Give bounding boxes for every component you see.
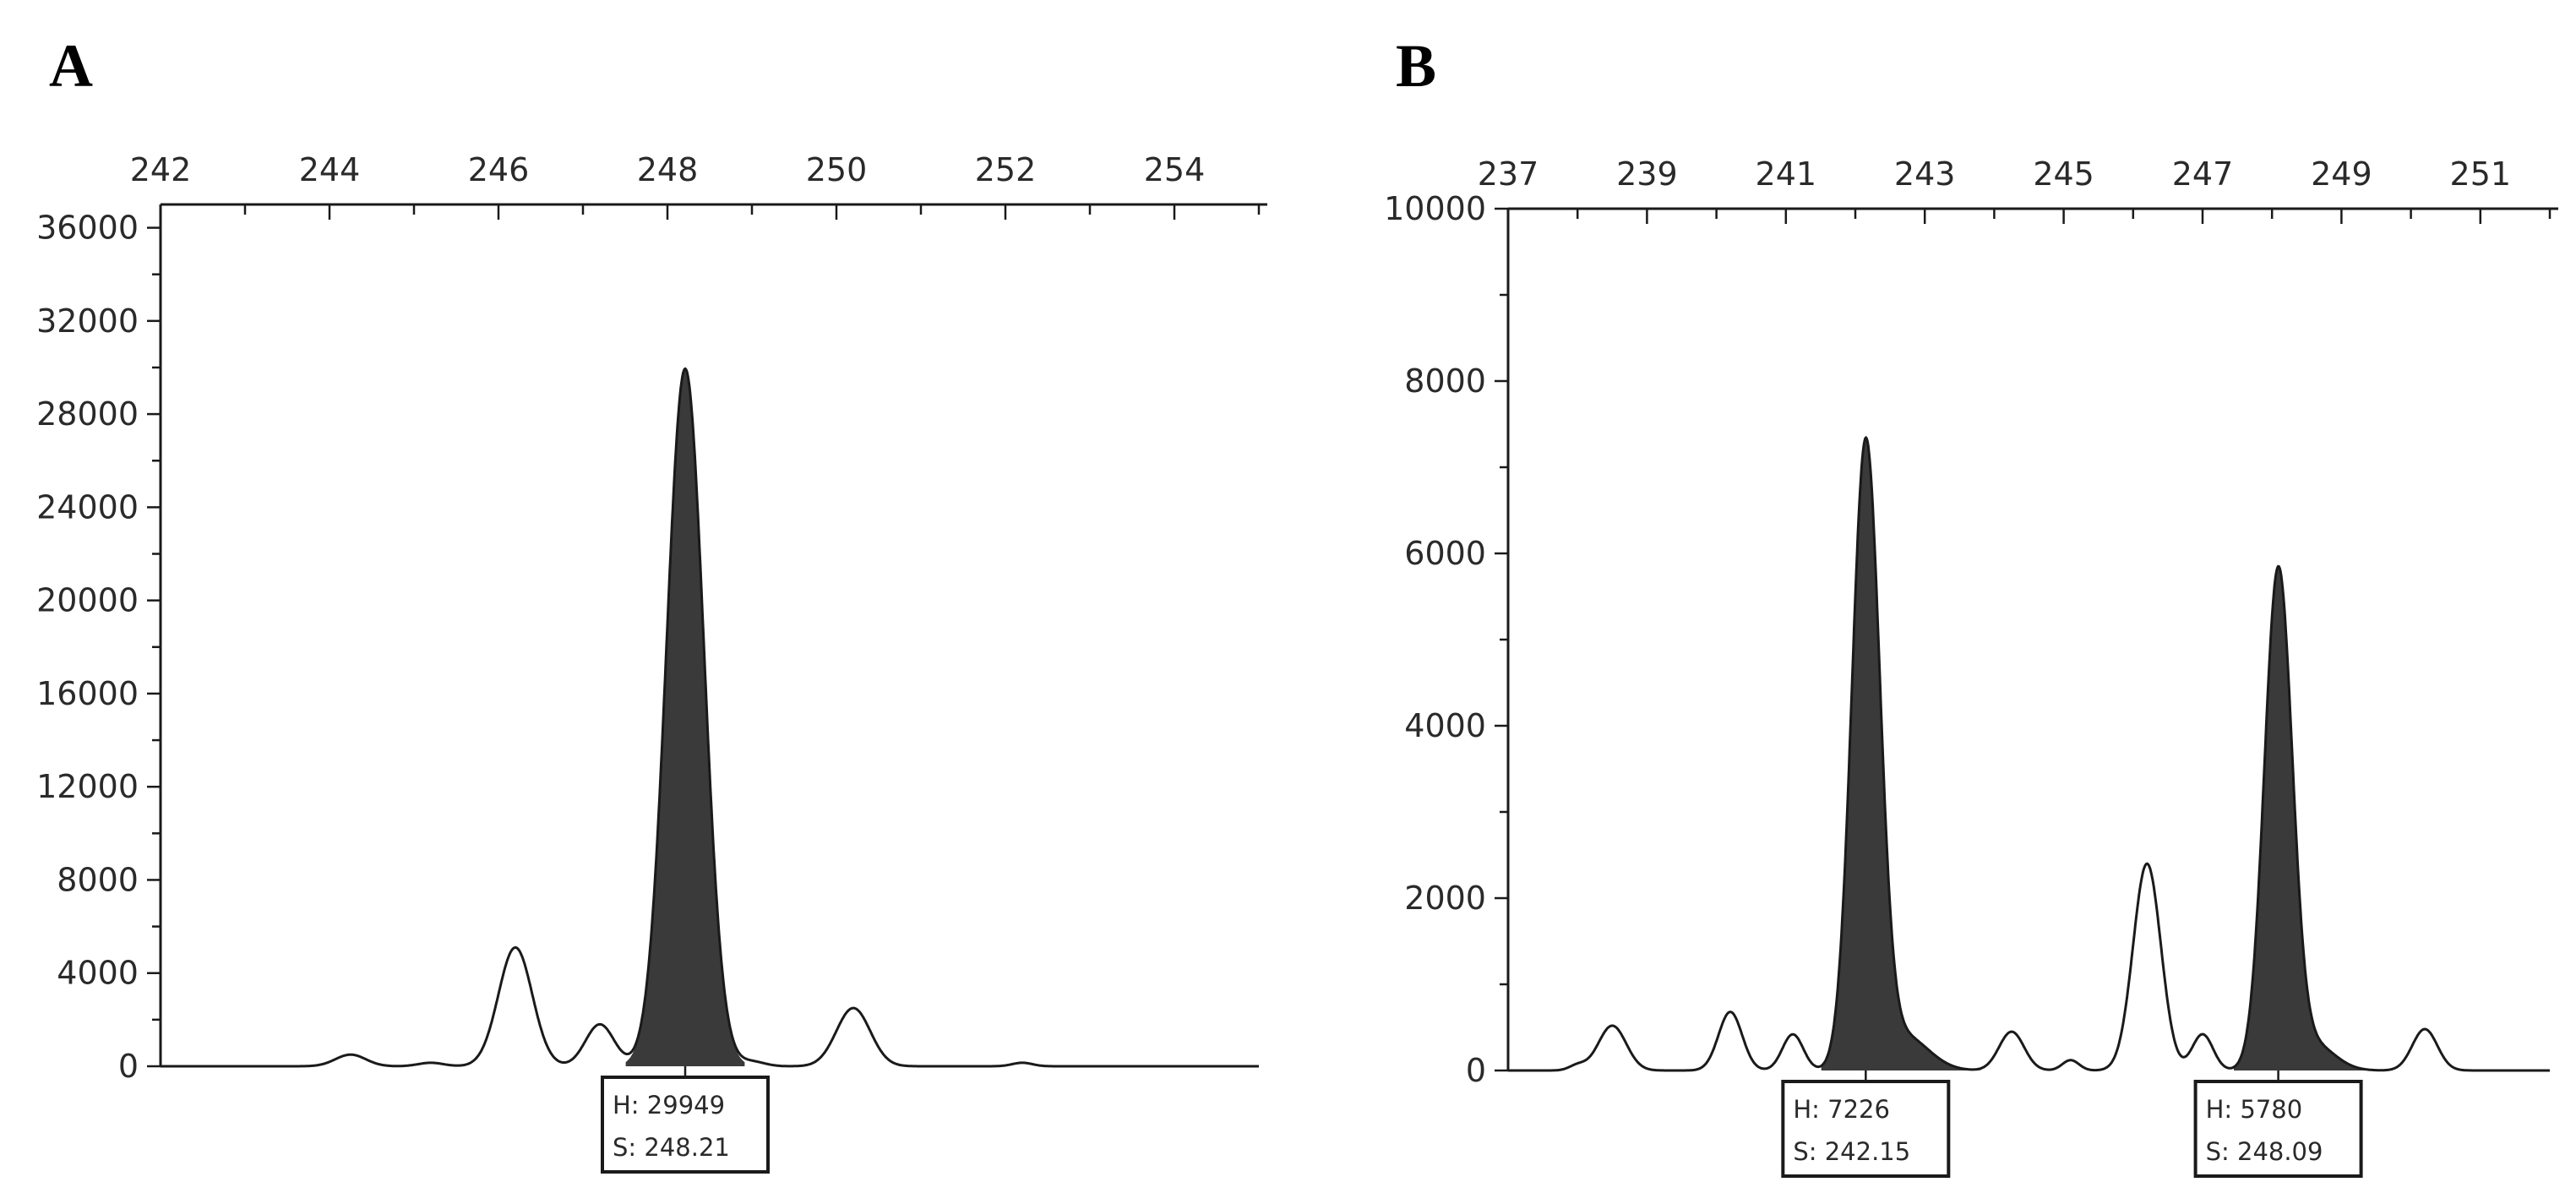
peak-annotation: H: 5780 S: 248.09 xyxy=(2193,1070,2363,1178)
annotation-box xyxy=(1781,1080,1951,1178)
x-tick-label: 249 xyxy=(2311,155,2372,193)
panel-b: 237 239 241 243 245 247 249 251 0 2000 4000 6000 800… xyxy=(1384,155,2558,1178)
peak-annotation: H: 29949 S: 248.21 xyxy=(601,1066,770,1174)
y-tick-label: 36000 xyxy=(36,210,139,247)
panel-a: 242 244 246 248 250 252 254 0 4000 8000 12000 16000… xyxy=(36,151,1267,1174)
x-tick-label: 254 xyxy=(1144,151,1206,188)
x-tick-label: 241 xyxy=(1756,155,1817,193)
y-tick-label: 12000 xyxy=(36,768,139,805)
filled-peak xyxy=(1826,438,1982,1070)
peak-annotation: H: 7226 S: 242.15 xyxy=(1781,1070,1951,1178)
y-tick-label: 4000 xyxy=(57,955,139,992)
annotation-height: H: 5780 xyxy=(2206,1095,2303,1124)
y-tick-label: 24000 xyxy=(36,488,139,526)
x-tick-label: 239 xyxy=(1616,155,1678,193)
x-tick-label: 252 xyxy=(975,151,1037,188)
x-tick-label: 244 xyxy=(299,151,361,188)
annotation-size: S: 248.21 xyxy=(613,1133,730,1162)
annotation-height: H: 7226 xyxy=(1793,1095,1890,1124)
y-tick-label: 20000 xyxy=(36,582,139,619)
y-tick-label: 2000 xyxy=(1404,880,1486,917)
y-tick-label: 8000 xyxy=(57,861,139,898)
x-tick-label: 237 xyxy=(1478,155,1539,193)
y-tick-label: 0 xyxy=(118,1048,139,1085)
annotation-size: S: 248.09 xyxy=(2206,1137,2323,1166)
trace-line xyxy=(1508,435,2550,1072)
annotation-box xyxy=(2193,1080,2363,1178)
x-tick-label: 242 xyxy=(130,151,192,188)
x-tick-label: 248 xyxy=(637,151,699,188)
x-tick-label: 246 xyxy=(468,151,530,188)
x-tick-label: 243 xyxy=(1894,155,1956,193)
annotation-size: S: 242.15 xyxy=(1793,1137,1910,1166)
panel-label-b: B xyxy=(1396,32,1436,100)
y-tick-label: 28000 xyxy=(36,395,139,433)
x-tick-label: 245 xyxy=(2033,155,2094,193)
panel-label-a: A xyxy=(49,32,93,100)
annotation-height: H: 29949 xyxy=(613,1091,725,1119)
x-tick-label: 251 xyxy=(2450,155,2512,193)
y-tick-label: 6000 xyxy=(1404,535,1486,572)
y-tick-label: 10000 xyxy=(1384,190,1486,227)
filled-peak xyxy=(2247,566,2381,1070)
y-tick-label: 32000 xyxy=(36,302,139,340)
filled-peak xyxy=(625,368,745,1066)
y-tick-label: 4000 xyxy=(1404,707,1486,744)
y-tick-label: 0 xyxy=(1466,1052,1486,1089)
x-tick-label: 247 xyxy=(2172,155,2234,193)
x-tick-label: 250 xyxy=(806,151,868,188)
y-tick-label: 8000 xyxy=(1404,362,1486,400)
y-tick-label: 16000 xyxy=(36,675,139,712)
annotation-box xyxy=(601,1076,770,1174)
trace-line xyxy=(161,367,1259,1068)
